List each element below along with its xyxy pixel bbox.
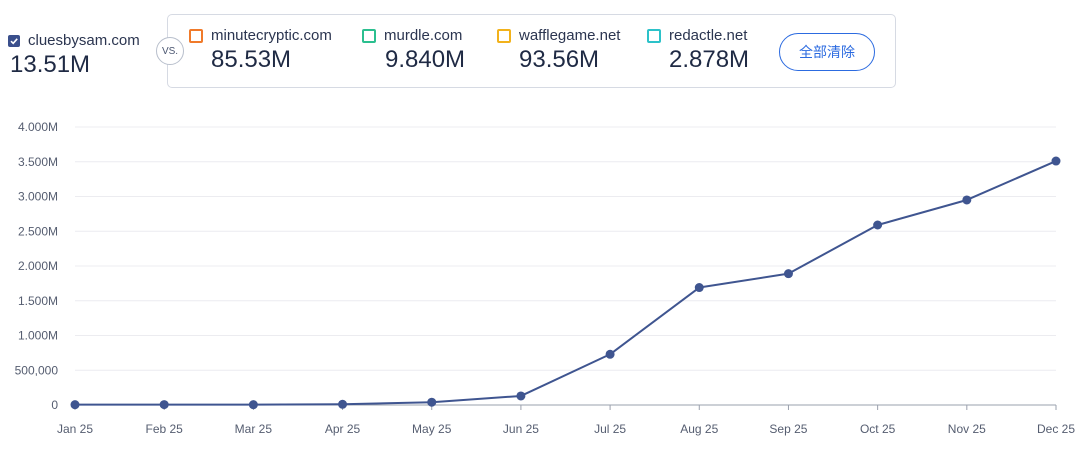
- competitor-panel: minutecryptic.com 85.53M murdle.com 9.84…: [167, 14, 896, 88]
- main-site-name: cluesbysam.com: [28, 32, 140, 49]
- x-tick-label: Jun 25: [503, 422, 539, 436]
- x-tick-label: Dec 25: [1037, 422, 1075, 436]
- competitor-value: 85.53M: [211, 46, 292, 73]
- data-point[interactable]: [248, 400, 258, 410]
- data-point[interactable]: [1051, 156, 1061, 166]
- y-tick-label: 0: [51, 398, 58, 412]
- x-tick-label: Sep 25: [769, 422, 807, 436]
- series-line: [74, 160, 1057, 406]
- competitor-name: redactle.net: [669, 27, 748, 44]
- x-tick-label: May 25: [412, 422, 452, 436]
- vs-badge: VS.: [156, 37, 184, 65]
- competitor-checkbox[interactable]: [362, 28, 376, 43]
- competitor-checkbox[interactable]: [647, 28, 661, 43]
- y-tick-label: 4.000M: [18, 120, 58, 134]
- data-point[interactable]: [873, 220, 883, 230]
- y-tick-label: 2.000M: [18, 259, 58, 273]
- data-point[interactable]: [427, 397, 437, 407]
- y-tick-label: 1.000M: [18, 329, 58, 343]
- y-tick-label: 3.500M: [18, 155, 58, 169]
- data-point[interactable]: [962, 195, 972, 205]
- x-tick-label: Mar 25: [235, 422, 273, 436]
- x-tick-label: Nov 25: [948, 422, 986, 436]
- x-tick-label: Apr 25: [325, 422, 361, 436]
- clear-all-button[interactable]: 全部清除: [779, 33, 875, 71]
- x-tick-label: Jul 25: [594, 422, 626, 436]
- data-point[interactable]: [70, 400, 80, 410]
- data-point[interactable]: [605, 349, 615, 359]
- competitor-value: 9.840M: [385, 46, 466, 73]
- y-tick-label: 2.500M: [18, 224, 58, 238]
- x-tick-label: Aug 25: [680, 422, 718, 436]
- check-icon: [10, 37, 18, 44]
- main-site: cluesbysam.com 13.51M: [8, 32, 158, 79]
- y-tick-label: 3.000M: [18, 190, 58, 204]
- competitor-value: 2.878M: [669, 46, 750, 73]
- competitor-murdle: murdle.com 9.840M: [362, 27, 465, 74]
- y-tick-label: 1.500M: [18, 294, 58, 308]
- competitor-checkbox[interactable]: [497, 28, 511, 43]
- data-point[interactable]: [783, 269, 793, 279]
- competitor-value: 93.56M: [519, 46, 600, 73]
- competitor-name: murdle.com: [384, 27, 463, 44]
- competitor-redactle: redactle.net 2.878M: [647, 27, 749, 74]
- x-tick-label: Feb 25: [146, 422, 184, 436]
- competitor-name: wafflegame.net: [519, 27, 621, 44]
- main-site-checkbox[interactable]: [8, 34, 20, 47]
- competitor-name: minutecryptic.com: [211, 27, 332, 44]
- main-site-value: 13.51M: [10, 51, 91, 78]
- data-point[interactable]: [694, 283, 704, 293]
- y-tick-label: 500,000: [15, 363, 59, 377]
- competitor-wafflegame: wafflegame.net 93.56M: [497, 27, 620, 74]
- data-point[interactable]: [159, 400, 169, 410]
- x-tick-label: Jan 25: [57, 422, 93, 436]
- competitor-checkbox[interactable]: [189, 28, 203, 43]
- competitor-minutecryptic: minutecryptic.com 85.53M: [189, 27, 332, 74]
- x-tick-label: Oct 25: [860, 422, 896, 436]
- data-point[interactable]: [338, 399, 348, 409]
- data-point[interactable]: [516, 391, 526, 401]
